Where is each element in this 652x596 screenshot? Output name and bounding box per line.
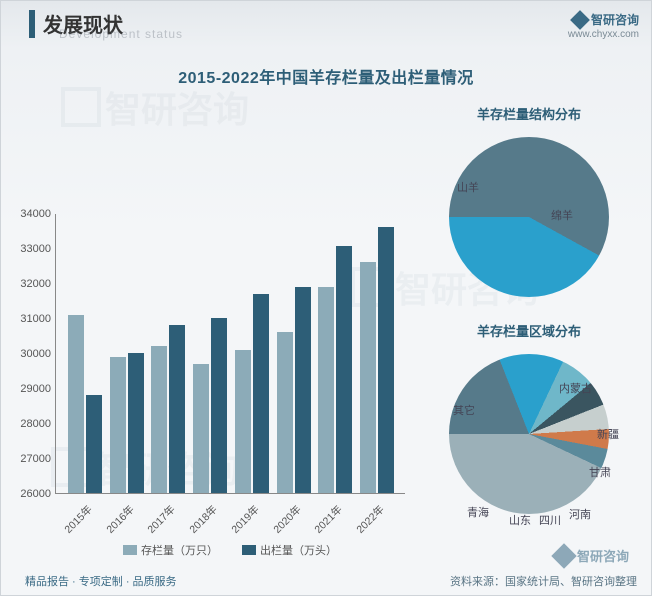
- y-tick-label: 33000: [20, 243, 51, 255]
- bar: [86, 395, 102, 493]
- legend-label: 出栏量（万头）: [260, 542, 337, 558]
- brand-footer-text: 智研咨询: [577, 546, 629, 565]
- y-tick-label: 30000: [20, 348, 51, 360]
- pie-slice-label: 甘肃: [589, 464, 611, 480]
- y-tick-label: 31000: [20, 313, 51, 325]
- pie-slice-label: 内蒙古: [559, 380, 592, 396]
- bar: [193, 364, 209, 494]
- bar-group: [235, 294, 271, 494]
- bar: [360, 262, 376, 493]
- pie1-title: 羊存栏量结构分布: [419, 104, 639, 123]
- pie-chart-region: 羊存栏量区域分布 内蒙古新疆甘肃河南四川山东青海其它: [419, 321, 639, 524]
- legend-item: 存栏量（万只）: [123, 542, 218, 558]
- bar: [378, 227, 394, 493]
- pie-slice-label: 青海: [467, 504, 489, 520]
- title-accent-bar: [29, 10, 35, 38]
- y-tick-label: 28000: [20, 418, 51, 430]
- y-tick-label: 26000: [20, 488, 51, 500]
- brand-name: 智研咨询: [591, 11, 639, 28]
- chart-title: 2015-2022年中国羊存栏量及出栏量情况: [1, 64, 651, 88]
- bar: [277, 332, 293, 493]
- footer-left: 精品报告 · 专项定制 · 品质服务: [25, 573, 177, 589]
- brand-block: 智研咨询 www.chyxx.com: [568, 11, 639, 40]
- pie-slice-label: 新疆: [597, 426, 619, 442]
- card-footer: 精品报告 · 专项定制 · 品质服务 资料来源：国家统计局、智研咨询整理: [1, 573, 651, 589]
- pie-column: 羊存栏量结构分布 绵羊山羊 羊存栏量区域分布 内蒙古新疆甘肃河南四川山东青海其它: [419, 104, 639, 524]
- pie2-title: 羊存栏量区域分布: [419, 321, 639, 340]
- x-tick-label: 2018年: [186, 502, 221, 537]
- title-subtitle: Development status: [59, 27, 183, 41]
- y-tick-label: 34000: [20, 208, 51, 220]
- bar-legend: 存栏量（万只） 出栏量（万头）: [55, 542, 405, 558]
- brand-logo-icon: [570, 10, 590, 30]
- bar-group: [318, 246, 354, 493]
- pie-slice-label: 其它: [453, 402, 475, 418]
- legend-swatch: [123, 545, 137, 555]
- pie-slice-label: 四川: [539, 512, 561, 528]
- bar-group: [68, 315, 104, 494]
- x-tick-label: 2021年: [311, 502, 346, 537]
- x-tick-label: 2015年: [61, 502, 96, 537]
- legend-item: 出栏量（万头）: [242, 542, 337, 558]
- pie1: [449, 137, 609, 297]
- pie2-wrap: 内蒙古新疆甘肃河南四川山东青海其它: [439, 344, 619, 524]
- bar-group: [151, 325, 187, 493]
- bar-group: [193, 318, 229, 493]
- brand-footer-icon: [551, 543, 576, 568]
- y-tick-label: 32000: [20, 278, 51, 290]
- bar-group: [277, 287, 313, 494]
- footer-sources: 国家统计局、智研咨询整理: [505, 576, 637, 588]
- pie-slice-label: 山东: [509, 512, 531, 528]
- pie-slice-label: 山羊: [457, 179, 479, 195]
- pie-slice-label: 河南: [569, 506, 591, 522]
- bar-chart: 26000 27000 28000 29000 30000 31000 32000 33000…: [11, 104, 411, 524]
- bar: [211, 318, 227, 493]
- bar: [151, 346, 167, 493]
- footer-right: 资料来源：国家统计局、智研咨询整理: [450, 573, 637, 589]
- bar: [110, 357, 126, 494]
- bar: [235, 350, 251, 494]
- bar: [169, 325, 185, 493]
- bar: [253, 294, 269, 494]
- pie-slice-label: 绵羊: [551, 207, 573, 223]
- x-tick-label: 2017年: [144, 502, 179, 537]
- pie2: [449, 354, 609, 514]
- pie1-wrap: 绵羊 山羊: [439, 127, 619, 307]
- report-card: 智研咨询 智研咨询 智研咨询 发展现状 Development status 智…: [0, 0, 652, 596]
- legend-swatch: [242, 545, 256, 555]
- y-axis: 2600027000280002900030000310003200033000…: [11, 214, 53, 494]
- x-tick-label: 2022年: [353, 502, 388, 537]
- bar-group: [110, 353, 146, 493]
- footer-source-prefix: 资料来源：: [450, 576, 505, 588]
- x-tick-label: 2019年: [228, 502, 263, 537]
- bar-group: [360, 227, 396, 493]
- card-header: 发展现状 Development status 智研咨询 www.chyxx.c…: [1, 1, 651, 44]
- pie-chart-structure: 羊存栏量结构分布 绵羊 山羊: [419, 104, 639, 307]
- bar: [68, 315, 84, 494]
- bar: [336, 246, 352, 493]
- bar: [128, 353, 144, 493]
- x-tick-label: 2016年: [103, 502, 138, 537]
- brand-url: www.chyxx.com: [568, 29, 639, 40]
- bar: [318, 287, 334, 494]
- y-tick-label: 29000: [20, 383, 51, 395]
- bar: [295, 287, 311, 494]
- x-tick-label: 2020年: [270, 502, 305, 537]
- brand-footer-logo: 智研咨询: [555, 546, 629, 565]
- y-tick-label: 27000: [20, 453, 51, 465]
- body-area: 26000 27000 28000 29000 30000 31000 32000 33000…: [1, 88, 651, 524]
- plot-area: 2015年2016年2017年2018年2019年2020年2021年2022年: [55, 214, 405, 494]
- legend-label: 存栏量（万只）: [141, 542, 218, 558]
